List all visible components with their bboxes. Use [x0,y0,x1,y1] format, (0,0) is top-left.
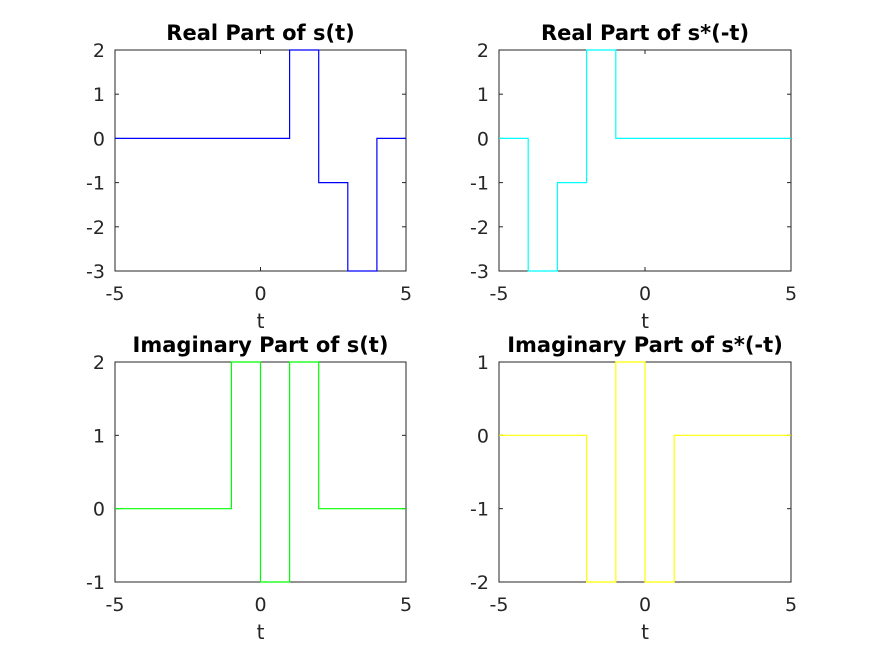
subplot-imag-s-conj-reversed: -2 -1 0 1 -5 0 5 Imaginary Part of s*(-t) t [470,333,797,644]
y-tick-label: -2 [470,217,489,239]
y-tick-label: 1 [477,84,489,106]
plot-title: Real Part of s*(-t) [541,21,749,45]
x-tick-label: 5 [785,283,797,305]
x-tick-label: 5 [400,594,412,616]
x-tick-label: -5 [106,283,125,305]
x-axis-label: t [257,620,265,644]
x-tick-label: 5 [400,283,412,305]
x-tick-label: -5 [106,594,125,616]
y-tick-label: -1 [470,173,489,195]
x-tick-label: 0 [639,283,651,305]
y-tick-label: 2 [93,40,105,62]
x-tick-label: -5 [490,594,509,616]
y-tick-label: -1 [86,173,105,195]
y-tick-label: 2 [477,40,489,62]
series-line [499,361,791,583]
x-axis-label: t [641,620,649,644]
y-tick-label: 1 [477,352,489,374]
x-axis-label: t [257,309,265,333]
x-tick-label: -5 [490,283,509,305]
x-tick-label: 5 [785,594,797,616]
y-tick-label: -1 [470,499,489,521]
y-tick-label: 0 [477,425,489,447]
subplot-real-s: -3 -2 -1 0 1 2 -5 0 5 Real Part of s(t) t [86,21,412,333]
plot-title: Imaginary Part of s(t) [133,333,389,357]
x-tick-label: 0 [254,594,266,616]
y-tick-label: -2 [470,572,489,594]
y-tick-label: -2 [86,217,105,239]
y-tick-label: 1 [93,84,105,106]
plot-title: Real Part of s(t) [166,21,354,45]
y-tick-label: 0 [93,128,105,150]
series-line [499,49,791,272]
plot-title: Imaginary Part of s*(-t) [507,333,783,357]
y-tick-label: -3 [86,261,105,283]
y-tick-label: 0 [93,499,105,521]
y-tick-label: 2 [93,352,105,374]
y-tick-label: -1 [86,572,105,594]
series-line [115,361,406,583]
subplot-real-s-conj-reversed: -3 -2 -1 0 1 2 -5 0 5 Real Part of s*(-t) t [470,21,797,333]
plot-area [114,49,407,272]
x-tick-label: 0 [639,594,651,616]
x-tick-label: 0 [254,283,266,305]
y-tick-label: -3 [470,261,489,283]
y-tick-label: 1 [93,425,105,447]
series-line [115,49,406,272]
y-tick-label: 0 [477,128,489,150]
plot-area [498,49,792,272]
x-axis-label: t [641,309,649,333]
subplot-imag-s: -1 0 1 2 -5 0 5 Imaginary Part of s(t) t [86,333,412,644]
